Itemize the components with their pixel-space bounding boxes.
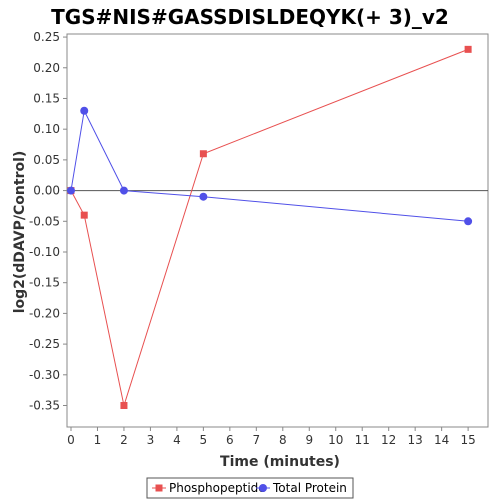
y-tick-label: 0.00 <box>33 184 60 198</box>
data-point-circle <box>464 217 473 226</box>
x-tick-label: 0 <box>67 433 75 447</box>
legend-label: Phosphopeptide <box>169 481 266 495</box>
x-tick-label: 1 <box>94 433 102 447</box>
legend-box <box>146 477 354 499</box>
y-axis-label: log2(dDAVP/Control) <box>12 151 28 314</box>
y-axis: 0.25 0.20 0.15 0.10 0.05 0.00 -0.05 -0.10 -0.15 -… <box>29 30 67 413</box>
x-tick-label: 5 <box>200 433 208 447</box>
y-tick-label: 0.25 <box>33 30 60 44</box>
data-point-circle <box>67 186 75 195</box>
x-tick-label: 14 <box>434 433 449 447</box>
y-tick-label: 0.05 <box>33 153 60 167</box>
x-tick-label: 12 <box>381 433 396 447</box>
y-tick-label: -0.20 <box>29 306 60 320</box>
x-tick-label: 10 <box>328 433 343 447</box>
x-tick-label: 7 <box>253 433 261 447</box>
y-tick-label: 0.15 <box>33 91 60 105</box>
x-tick-label: 6 <box>226 433 234 447</box>
data-point-square <box>80 211 88 219</box>
x-axis: 0 1 2 3 4 5 6 7 8 9 10 11 12 13 14 15 <box>67 427 476 447</box>
legend-marker-square <box>155 484 163 492</box>
x-tick-label: 9 <box>305 433 313 447</box>
chart-title: TGS#NIS#GASSDISLDEQYK(+ 3)_v2 <box>51 5 449 29</box>
x-tick-label: 13 <box>408 433 423 447</box>
x-tick-label: 3 <box>147 433 155 447</box>
legend-label: Total Protein <box>272 481 347 495</box>
x-tick-label: 2 <box>120 433 128 447</box>
y-tick-label: -0.30 <box>29 368 60 382</box>
x-axis-label: Time (minutes) <box>220 454 340 470</box>
x-tick-label: 11 <box>355 433 370 447</box>
y-tick-label: -0.05 <box>29 214 60 228</box>
x-tick-label: 15 <box>460 433 475 447</box>
x-tick-label: 4 <box>173 433 181 447</box>
x-tick-label: 8 <box>279 433 287 447</box>
y-tick-label: 0.10 <box>33 122 60 136</box>
y-tick-label: 0.20 <box>33 61 60 75</box>
legend-marker-circle <box>259 484 267 492</box>
plot-area <box>66 33 489 428</box>
data-point-square <box>120 402 128 410</box>
y-tick-label: -0.25 <box>29 337 60 351</box>
y-tick-label: -0.35 <box>29 399 60 413</box>
data-point-circle <box>119 186 128 195</box>
data-point-circle <box>80 106 89 115</box>
data-point-square <box>199 150 207 158</box>
data-point-circle <box>199 192 208 201</box>
y-tick-label: -0.15 <box>29 276 60 290</box>
legend: Phosphopeptide Total Protein <box>146 477 354 499</box>
series-layer <box>67 45 473 410</box>
data-point-square <box>464 45 472 53</box>
y-tick-label: -0.10 <box>29 245 60 259</box>
